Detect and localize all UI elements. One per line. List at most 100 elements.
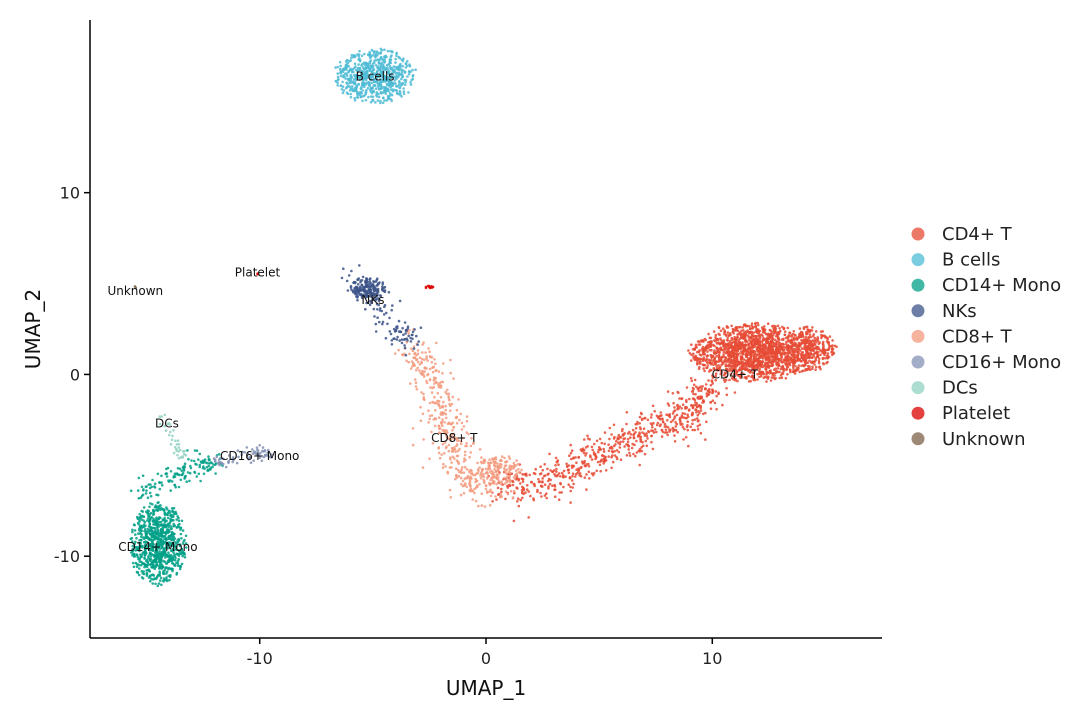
data-point (650, 413, 653, 416)
data-point (612, 444, 616, 448)
data-point (379, 84, 383, 88)
data-point (168, 578, 171, 582)
data-point (771, 372, 775, 375)
data-point (394, 61, 397, 64)
data-point (409, 83, 413, 86)
data-point (746, 334, 750, 337)
data-point (363, 280, 367, 283)
data-point (406, 339, 409, 342)
data-point (584, 446, 588, 449)
data-point (633, 443, 636, 447)
data-point (763, 325, 766, 328)
data-point (765, 375, 768, 379)
data-point (435, 341, 438, 345)
data-point (611, 460, 615, 464)
data-point (170, 438, 174, 442)
data-point (441, 418, 444, 421)
data-point (656, 421, 660, 425)
data-point (544, 474, 547, 477)
data-point (707, 393, 711, 396)
data-point (360, 284, 364, 287)
data-point (797, 364, 801, 367)
data-point (361, 66, 365, 69)
data-point (266, 451, 269, 455)
data-point (800, 347, 804, 350)
data-point (808, 333, 812, 337)
data-point (513, 464, 516, 467)
data-point (210, 461, 214, 465)
data-point (742, 364, 745, 368)
data-point (801, 353, 804, 357)
data-point (559, 482, 562, 486)
data-point (739, 350, 743, 353)
data-point (264, 454, 267, 457)
data-point (438, 431, 441, 434)
data-point (763, 343, 767, 346)
data-point (435, 368, 438, 372)
data-point (443, 452, 446, 455)
data-point (742, 372, 745, 376)
data-point (368, 74, 371, 77)
data-point (726, 360, 730, 364)
data-point (180, 469, 184, 473)
data-point (800, 356, 803, 360)
data-point (368, 89, 372, 92)
data-point (638, 426, 642, 429)
data-point (427, 421, 431, 424)
data-point (344, 77, 347, 80)
data-point (176, 559, 180, 563)
data-point (625, 422, 628, 426)
data-point (359, 72, 363, 76)
data-point (703, 369, 706, 373)
data-point (195, 475, 199, 478)
data-point (691, 390, 695, 393)
data-point (480, 504, 484, 507)
data-point (192, 459, 196, 463)
data-point (567, 483, 570, 487)
data-point (398, 299, 402, 303)
data-point (494, 495, 497, 498)
data-point (524, 491, 527, 494)
data-point (727, 358, 730, 362)
data-point (760, 349, 763, 352)
data-point (768, 371, 771, 375)
data-point (765, 370, 768, 374)
data-point (149, 528, 153, 532)
data-point (345, 74, 349, 77)
data-point (150, 516, 153, 519)
data-point (761, 346, 765, 349)
data-point (634, 454, 637, 458)
data-point (629, 433, 633, 436)
data-point (365, 301, 368, 305)
data-point (711, 354, 715, 358)
data-point (660, 414, 663, 417)
data-point (736, 336, 739, 339)
data-point (165, 506, 168, 509)
data-point (714, 390, 718, 393)
data-point (625, 454, 629, 457)
data-point (635, 451, 639, 454)
data-point (180, 473, 183, 477)
data-point (380, 309, 384, 313)
data-point (152, 578, 155, 581)
data-point (611, 454, 614, 457)
data-point (536, 490, 539, 494)
data-point (354, 65, 357, 68)
data-point (699, 360, 702, 364)
data-point (572, 456, 575, 460)
data-point (792, 359, 795, 363)
data-point (680, 407, 683, 410)
data-point (407, 72, 411, 76)
data-point (721, 403, 724, 407)
data-point (749, 379, 752, 383)
data-point (198, 465, 201, 469)
data-point (402, 333, 405, 337)
data-point (158, 415, 162, 418)
data-point (767, 356, 771, 359)
data-point (604, 469, 608, 472)
data-point (783, 333, 787, 337)
data-point (240, 453, 243, 457)
data-point (376, 308, 379, 311)
data-point (367, 95, 370, 99)
data-point (718, 342, 722, 346)
